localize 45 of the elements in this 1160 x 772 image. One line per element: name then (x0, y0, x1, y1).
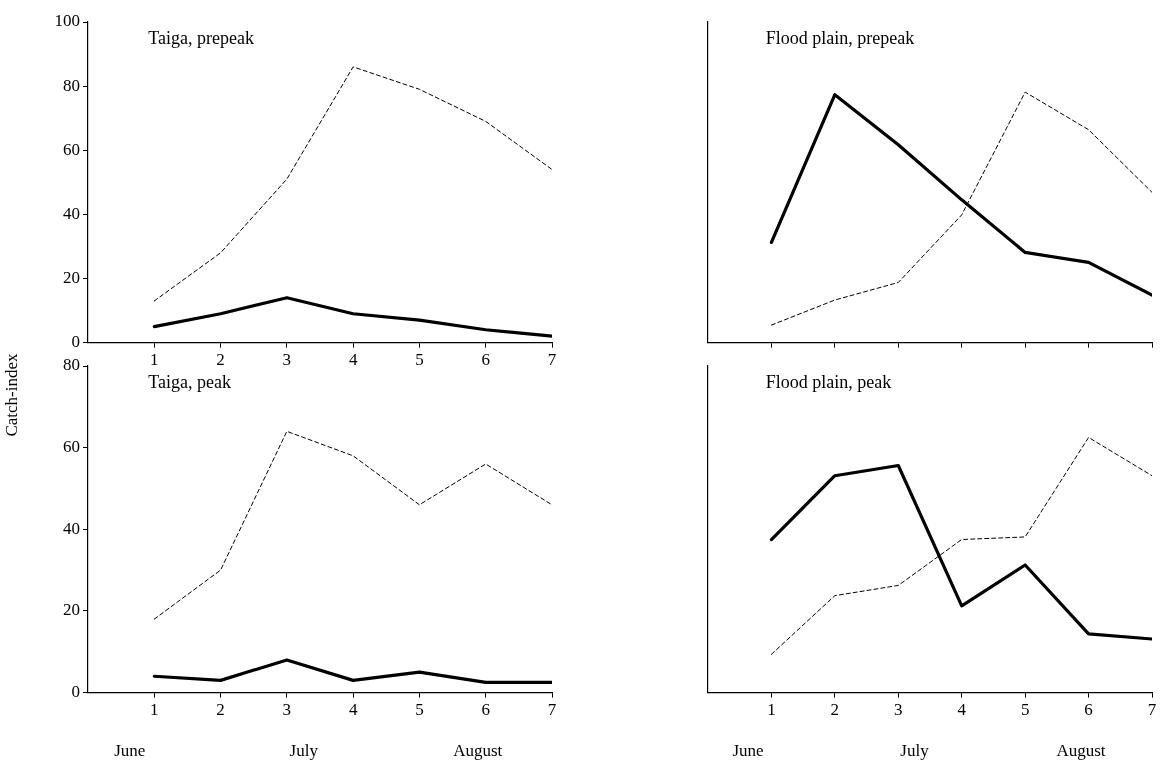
x-tick-label: 2 (830, 700, 840, 720)
y-tick-label: 100 (54, 11, 80, 31)
x-tick-label: 1 (767, 700, 776, 720)
y-tick-label: 40 (63, 518, 80, 538)
x-tick-label: 2 (216, 700, 225, 720)
chart-title: Taiga, prepeak (148, 27, 255, 48)
x-tick-label: 7 (547, 350, 557, 370)
y-tick-label: 80 (63, 75, 80, 95)
text: August (1056, 740, 1106, 760)
text: June (114, 740, 146, 760)
y-tick-label: 40 (63, 203, 80, 223)
x-tick-label: 3 (894, 700, 903, 720)
x-tick-label: 4 (348, 700, 358, 720)
y-tick-label: 60 (63, 437, 80, 457)
x-tick-label: 4 (348, 350, 358, 370)
chart-title: Flood plain, prepeak (765, 27, 915, 48)
y-axis-title: Catch-index (2, 353, 22, 437)
text: July (900, 740, 930, 760)
x-tick-label: 7 (1147, 700, 1157, 720)
y-tick-label: 20 (63, 267, 80, 287)
line-series (153, 66, 552, 302)
x-tick-label: 7 (547, 700, 557, 720)
text: July (289, 740, 319, 760)
x-tick-label: 1 (150, 350, 159, 370)
y-tick-label: 60 (63, 139, 80, 159)
line-series (153, 430, 552, 620)
x-tick-label: 5 (1020, 700, 1030, 720)
x-tick-label: 6 (481, 700, 490, 720)
x-tick-label: 6 (481, 350, 490, 370)
x-tick-label: 1 (150, 700, 159, 720)
x-tick-label: 5 (415, 700, 424, 720)
x-tick-label: 5 (415, 350, 424, 370)
x-tick-label: 3 (282, 700, 292, 720)
text: June (732, 740, 764, 760)
chart-title: Taiga, peak (148, 371, 232, 392)
x-tick-label: 2 (216, 350, 225, 370)
y-tick-label: 20 (63, 600, 80, 620)
chart-title: Flood plain, peak (765, 371, 892, 392)
text: August (453, 740, 503, 760)
y-tick-label: 0 (71, 332, 80, 352)
x-tick-label: 3 (282, 350, 292, 370)
x-tick-label: 6 (1084, 700, 1093, 720)
y-tick-label: 80 (63, 355, 80, 375)
y-tick-label: 0 (71, 682, 80, 702)
x-tick-label: 4 (957, 700, 967, 720)
